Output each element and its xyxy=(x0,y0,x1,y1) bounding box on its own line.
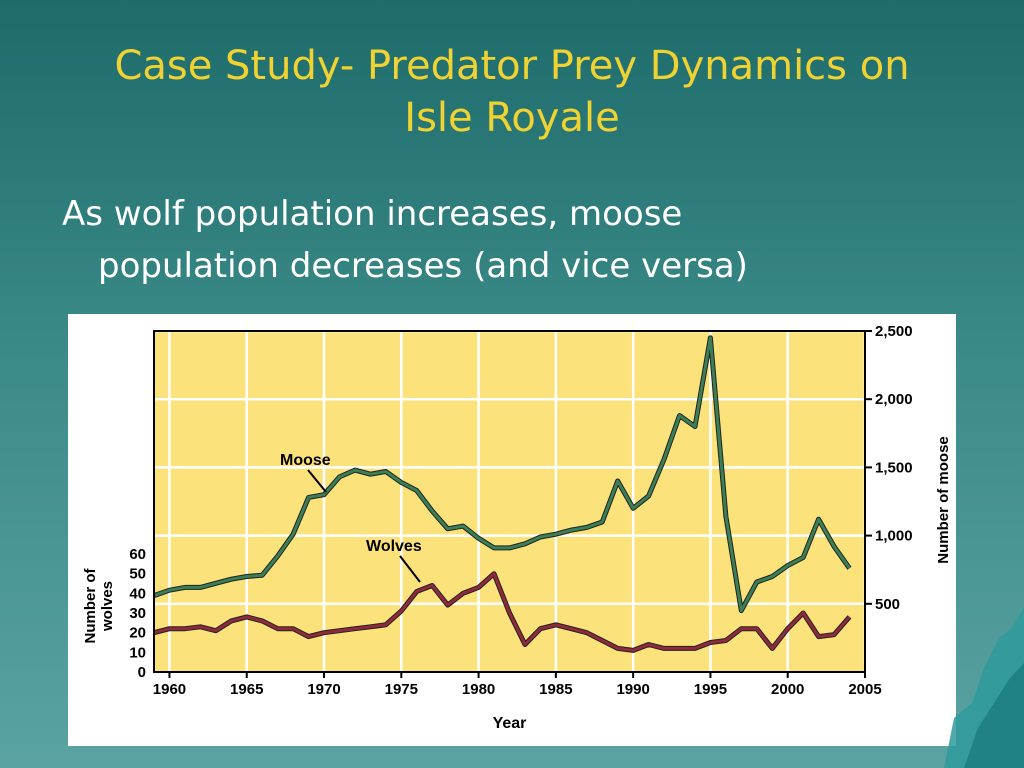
x-tick-label-2: 1970 xyxy=(307,681,340,698)
chart-container: 1960 1965 1970 1975 1980 1985 1990 1995 2000 2005… xyxy=(68,314,956,746)
series-layer xyxy=(153,335,852,653)
x-tick-label-6: 1990 xyxy=(616,681,649,698)
x-tick-label-8: 2000 xyxy=(771,681,804,698)
slide-title: Case Study- Predator Prey Dynamics on Is… xyxy=(0,40,1024,144)
y-right-axis-label: Number of moose xyxy=(935,436,952,564)
y-left-tick-label-6: 60 xyxy=(129,546,146,563)
slide-title-line-2: Isle Royale xyxy=(404,95,620,141)
axis-labels: Year Number ofwolves Number of moose xyxy=(82,436,952,732)
annotation-wolves-pointer xyxy=(399,555,421,583)
population-chart: 1960 1965 1970 1975 1980 1985 1990 1995 2000 2005… xyxy=(82,323,952,732)
y-left-axis-label: Number ofwolves xyxy=(82,567,116,643)
y-left-axis-label-line-2: wolves xyxy=(99,581,116,632)
y-right-tick-label-2: 1,500 xyxy=(875,459,913,476)
y-right-tick-label-0: 500 xyxy=(875,596,900,613)
tick-labels: 1960 1965 1970 1975 1980 1985 1990 1995 2000 2005… xyxy=(129,323,912,698)
y-left-tick-label-0: 0 xyxy=(138,664,146,681)
x-tick-label-3: 1975 xyxy=(385,681,418,698)
annotation-wolves: Wolves xyxy=(366,538,422,555)
x-tick-label-9: 2005 xyxy=(848,681,881,698)
x-tick-label-5: 1985 xyxy=(539,681,572,698)
x-tick-label-0: 1960 xyxy=(153,681,186,698)
series-line-moose xyxy=(153,336,851,613)
x-tick-label-7: 1995 xyxy=(694,681,727,698)
annotations: Moose Wolves xyxy=(280,452,422,583)
decorative-mountain-graphic xyxy=(944,608,1024,768)
y-left-tick-label-4: 40 xyxy=(129,585,146,602)
plot-frame xyxy=(153,330,866,673)
annotation-moose: Moose xyxy=(280,452,331,469)
slide-title-line-1: Case Study- Predator Prey Dynamics on xyxy=(114,43,910,89)
slide-bullet: As wolf population increases, moose popu… xyxy=(62,188,998,292)
y-right-tick-label-3: 2,000 xyxy=(875,391,913,408)
x-axis-label: Year xyxy=(493,715,527,732)
x-tick-label-1: 1965 xyxy=(230,681,263,698)
series-line-wolves xyxy=(153,572,851,652)
y-right-tick-label-4: 2,500 xyxy=(875,323,913,340)
annotation-moose-pointer xyxy=(307,469,327,493)
y-left-tick-label-1: 10 xyxy=(129,644,146,661)
x-tick-label-4: 1980 xyxy=(462,681,495,698)
y-left-tick-label-2: 20 xyxy=(129,625,146,642)
y-right-tick-label-1: 1,000 xyxy=(875,528,913,545)
slide-bullet-line-1: As wolf population increases, moose xyxy=(62,194,683,234)
slide-bullet-line-2: population decreases (and vice versa) xyxy=(98,246,748,286)
y-left-tick-label-5: 50 xyxy=(129,566,146,583)
y-left-tick-label-3: 30 xyxy=(129,605,146,622)
y-left-axis-label-line-1: Number of xyxy=(82,567,99,643)
